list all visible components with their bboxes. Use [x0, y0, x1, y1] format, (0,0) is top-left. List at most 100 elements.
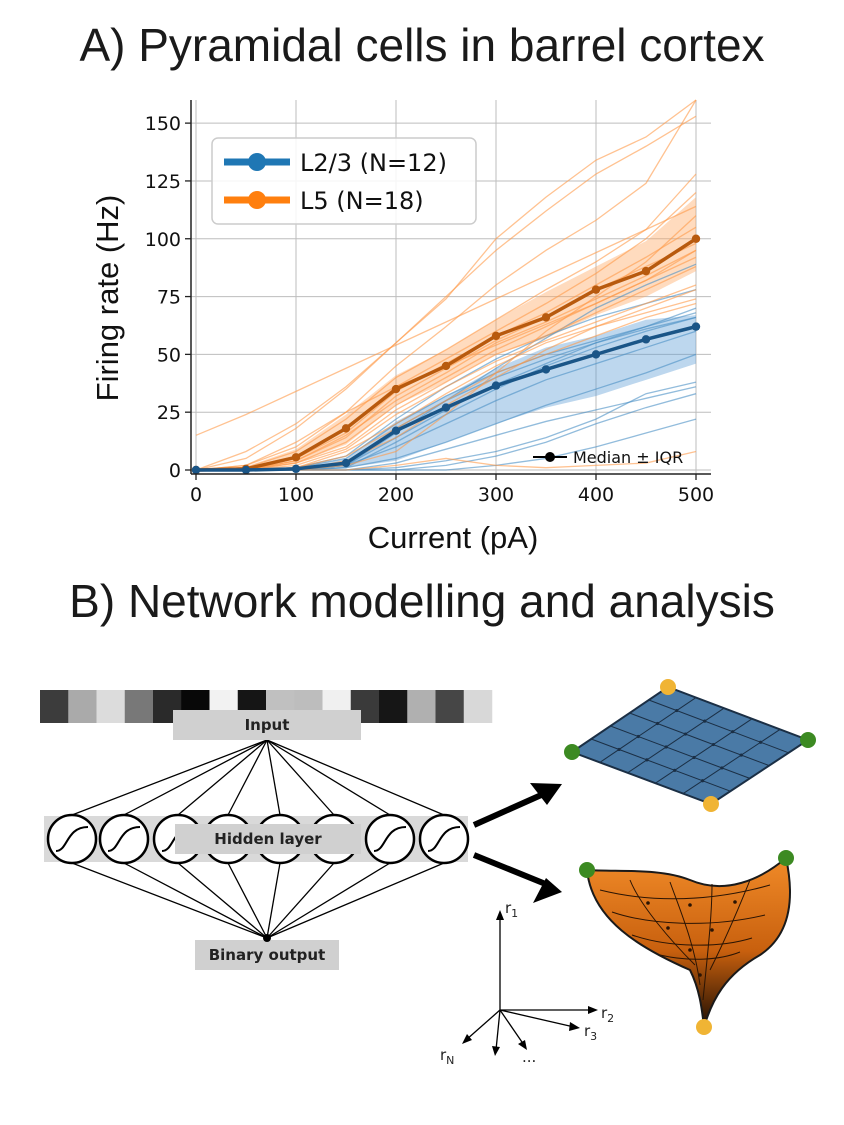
hidden-neuron-1: [98, 813, 150, 865]
firing-rate-chart: 0 100 200 300 400 500 0 25 50 75 100 125 150 Current…: [90, 99, 714, 555]
plane-corner-1: [800, 732, 816, 748]
plane-node-2-4: [720, 766, 724, 770]
median-point-l5-9: [641, 266, 651, 276]
saddle-grid-1: [611, 911, 766, 924]
hidden-neuron-6: [364, 813, 416, 865]
input-link-1: [123, 739, 268, 816]
plane-node-3-2: [683, 732, 688, 736]
median-point-l23-0: [191, 465, 201, 475]
median-key-marker: [545, 452, 555, 462]
y-tick-label-6: 150: [145, 113, 181, 135]
median-point-l23-6: [491, 381, 501, 390]
input-cell-2: [96, 690, 125, 723]
input-link-6: [266, 739, 391, 816]
cell-line-l5-11: [196, 284, 697, 471]
y-tick-label-1: 25: [157, 402, 181, 424]
input-link-5: [266, 739, 335, 816]
median-point-l23-2: [291, 464, 301, 474]
plane-node-4-4: [759, 740, 763, 744]
saddle-node-5: [688, 948, 692, 952]
hidden-neuron-2: [152, 813, 204, 865]
input-cell-11: [350, 690, 380, 723]
chart-ticks: 0 100 200 300 400 500 0 25 50 75 100 125 150: [145, 113, 714, 506]
hidden-layer-box: [175, 824, 361, 854]
cell-line-l5-0: [195, 205, 697, 436]
hidden-neuron-4: [254, 813, 306, 865]
saddle-manifold: [579, 850, 794, 1035]
plane-corner-2: [660, 679, 676, 695]
input-cell-1: [68, 690, 97, 723]
input-cell-9: [294, 690, 323, 723]
y-tick-label-0: 0: [169, 460, 181, 482]
output-link-5: [266, 862, 335, 939]
median-point-l5-7: [541, 313, 551, 322]
saddle-node-3: [666, 926, 670, 930]
saddle-grid-0: [599, 884, 771, 900]
input-link-0: [71, 739, 268, 816]
output-box: [195, 940, 339, 970]
plane-node-2-3: [692, 755, 696, 760]
cell-line-l5-2: [195, 115, 697, 471]
saddle-grid-3: [659, 951, 741, 960]
plane-node-1-4: [700, 779, 705, 783]
plane-node-1-2: [645, 758, 649, 762]
output-link-4: [266, 862, 281, 939]
saddle-grid-6: [702, 883, 713, 1001]
input-box: [173, 710, 361, 740]
input-cell-3: [124, 690, 154, 723]
plane-node-4-3: [731, 730, 735, 734]
plane-grid-u-4: [648, 699, 789, 754]
y-tick-label-2: 50: [157, 344, 181, 366]
plane-corner-0: [564, 744, 580, 760]
plane-node-3-3: [711, 742, 715, 747]
cell-line-l5-4: [195, 173, 697, 471]
input-cell-15: [463, 690, 493, 723]
cell-line-l5-10: [196, 265, 697, 471]
plane-grid-v-1: [599, 697, 697, 763]
plane-node-1-1: [617, 747, 621, 752]
median-key-label: Median ± IQR: [573, 448, 683, 467]
median-point-l5-5: [441, 361, 451, 371]
panel-b-title: B) Network modelling and analysis: [69, 575, 775, 627]
axis-label-r2: r2: [601, 1004, 614, 1025]
plane-node-4-1: [675, 708, 679, 713]
cell-line-l5-3: [195, 99, 697, 471]
plane-corner-3: [703, 796, 719, 812]
hidden-neuron-3: [202, 813, 254, 865]
hidden-neuron-5: [308, 813, 360, 865]
y-axis-label: Firing rate (Hz): [90, 195, 125, 402]
y-tick-label-4: 100: [145, 229, 181, 251]
arrow-to-saddle: [472, 852, 562, 903]
median-point-l23-8: [591, 350, 601, 359]
saddle-grid-5: [669, 881, 701, 986]
input-strip: [40, 690, 493, 723]
input-cell-10: [322, 690, 351, 723]
output-link-6: [266, 862, 391, 939]
saddle-grid-7: [709, 879, 751, 971]
input-link-2: [177, 739, 268, 816]
iqr-band-l23: [196, 315, 696, 470]
hidden-neurons: [46, 813, 470, 865]
plane-node-1-3: [673, 768, 677, 772]
saddle-node-1: [688, 903, 692, 907]
median-point-l5-8: [591, 285, 601, 294]
input-cell-0: [40, 690, 69, 723]
input-cell-5: [181, 690, 210, 723]
x-tick-label-5: 500: [678, 484, 714, 506]
median-point-l23-3: [341, 458, 351, 468]
chart-legend: L2/3 (N=12) L5 (N=18): [211, 137, 477, 225]
cell-line-l5-1: [195, 99, 697, 471]
y-tick-label-5: 125: [145, 171, 181, 193]
legend-label-l23: L2/3 (N=12): [300, 149, 447, 177]
input-link-4: [266, 739, 281, 816]
saddle-node-0: [646, 901, 650, 905]
x-tick-label-0: 0: [190, 484, 202, 506]
hidden-neuron-7: [418, 813, 470, 865]
input-cell-6: [209, 690, 238, 723]
median-point-l5-6: [491, 331, 501, 341]
plane-grid-v-3: [655, 718, 753, 784]
median-point-l5-10: [691, 234, 701, 243]
output-link-0: [71, 862, 268, 939]
plane-manifold: [564, 679, 816, 812]
panel-a-title: A) Pyramidal cells in barrel cortex: [79, 19, 765, 71]
